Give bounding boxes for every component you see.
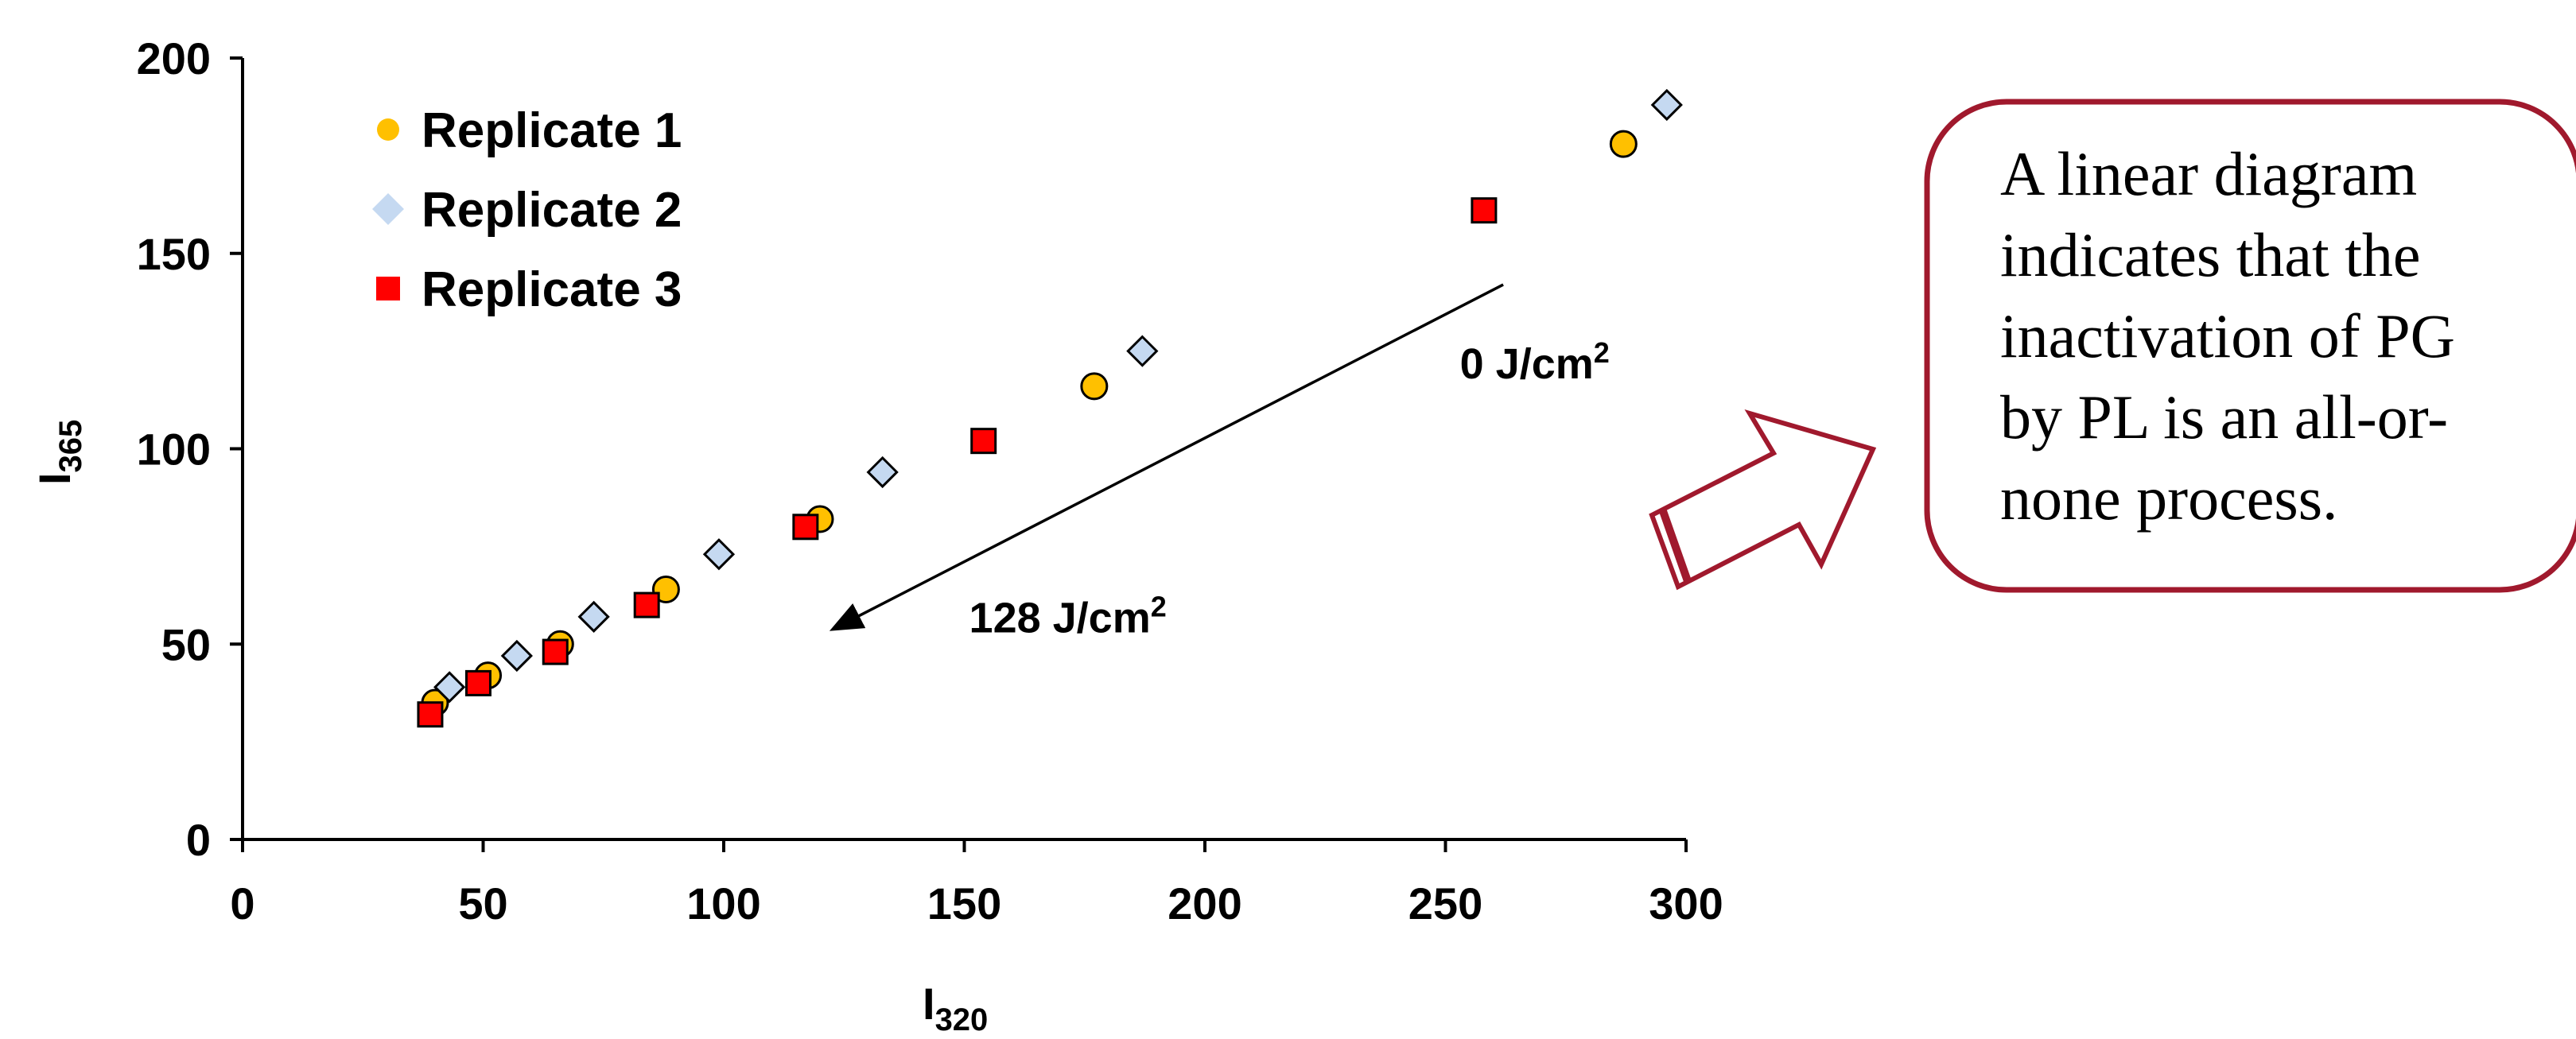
- data-point: [500, 639, 533, 673]
- data-point: [577, 600, 610, 633]
- legend-marker: [377, 118, 399, 141]
- x-tick-label: 100: [686, 878, 760, 929]
- y-tick-label: 200: [137, 33, 211, 83]
- callout-line: indicates that the: [2000, 220, 2420, 289]
- data-point: [1126, 335, 1159, 367]
- data-point: [792, 514, 819, 541]
- data-point: [1471, 197, 1498, 224]
- x-tick-label: 200: [1168, 878, 1241, 929]
- axes: [241, 58, 1686, 841]
- callout-text: A linear diagram indicates that the inac…: [2000, 139, 2470, 533]
- data-point: [433, 671, 466, 704]
- x-tick-label: 250: [1408, 878, 1482, 929]
- legend-label: Replicate 1: [422, 103, 682, 158]
- y-axis-title: I365: [29, 420, 88, 485]
- x-tick-label: 50: [458, 878, 507, 929]
- y-tick-label: 100: [137, 425, 211, 475]
- data-point: [702, 538, 736, 571]
- data-points: [417, 88, 1683, 728]
- callout-line: inactivation of PG: [2000, 301, 2455, 370]
- x-axis-title: I320: [923, 979, 988, 1037]
- annotation-start: 0 J/cm2: [1460, 336, 1610, 388]
- data-point: [633, 591, 660, 618]
- x-tick-label: 300: [1649, 878, 1723, 929]
- legend-marker: [376, 277, 400, 300]
- dose-arrow: [829, 283, 1504, 631]
- callout: A linear diagram indicates that the inac…: [1649, 99, 2576, 593]
- data-point: [464, 669, 491, 696]
- data-point: [866, 456, 899, 489]
- callout-arrow-tail-line: [1658, 507, 1692, 583]
- legend-label: Replicate 2: [422, 183, 682, 238]
- data-point: [1080, 372, 1109, 401]
- x-tick-label: 0: [230, 878, 254, 929]
- y-tick-label: 50: [161, 619, 211, 669]
- data-point: [1609, 130, 1638, 158]
- callout-line: none process.: [2000, 463, 2338, 533]
- legend-marker: [372, 193, 404, 225]
- x-tick-label: 150: [927, 878, 1001, 929]
- data-point: [542, 638, 569, 665]
- callout-box: [1924, 99, 2576, 593]
- data-point: [1650, 88, 1683, 122]
- annotation-end: 128 J/cm2: [969, 591, 1167, 642]
- arrow-layer: [829, 283, 1504, 631]
- y-ticks: 0 50 100 150 200: [137, 33, 243, 865]
- y-tick-label: 0: [186, 815, 211, 865]
- legend: Replicate 1 Replicate 2 Replicate 3: [372, 103, 682, 317]
- legend-label: Replicate 3: [422, 262, 682, 317]
- annotations: 0 J/cm2 128 J/cm2: [969, 336, 1610, 642]
- callout-line: A linear diagram: [2000, 139, 2417, 208]
- callout-line: by PL is an all-or-: [2000, 382, 2448, 452]
- callout-arrow-icon: [1649, 409, 1877, 591]
- x-ticks: 0 50 100 150 200 250 300: [230, 839, 1723, 929]
- data-point: [417, 701, 444, 728]
- data-point: [970, 428, 997, 455]
- y-tick-label: 150: [137, 229, 211, 279]
